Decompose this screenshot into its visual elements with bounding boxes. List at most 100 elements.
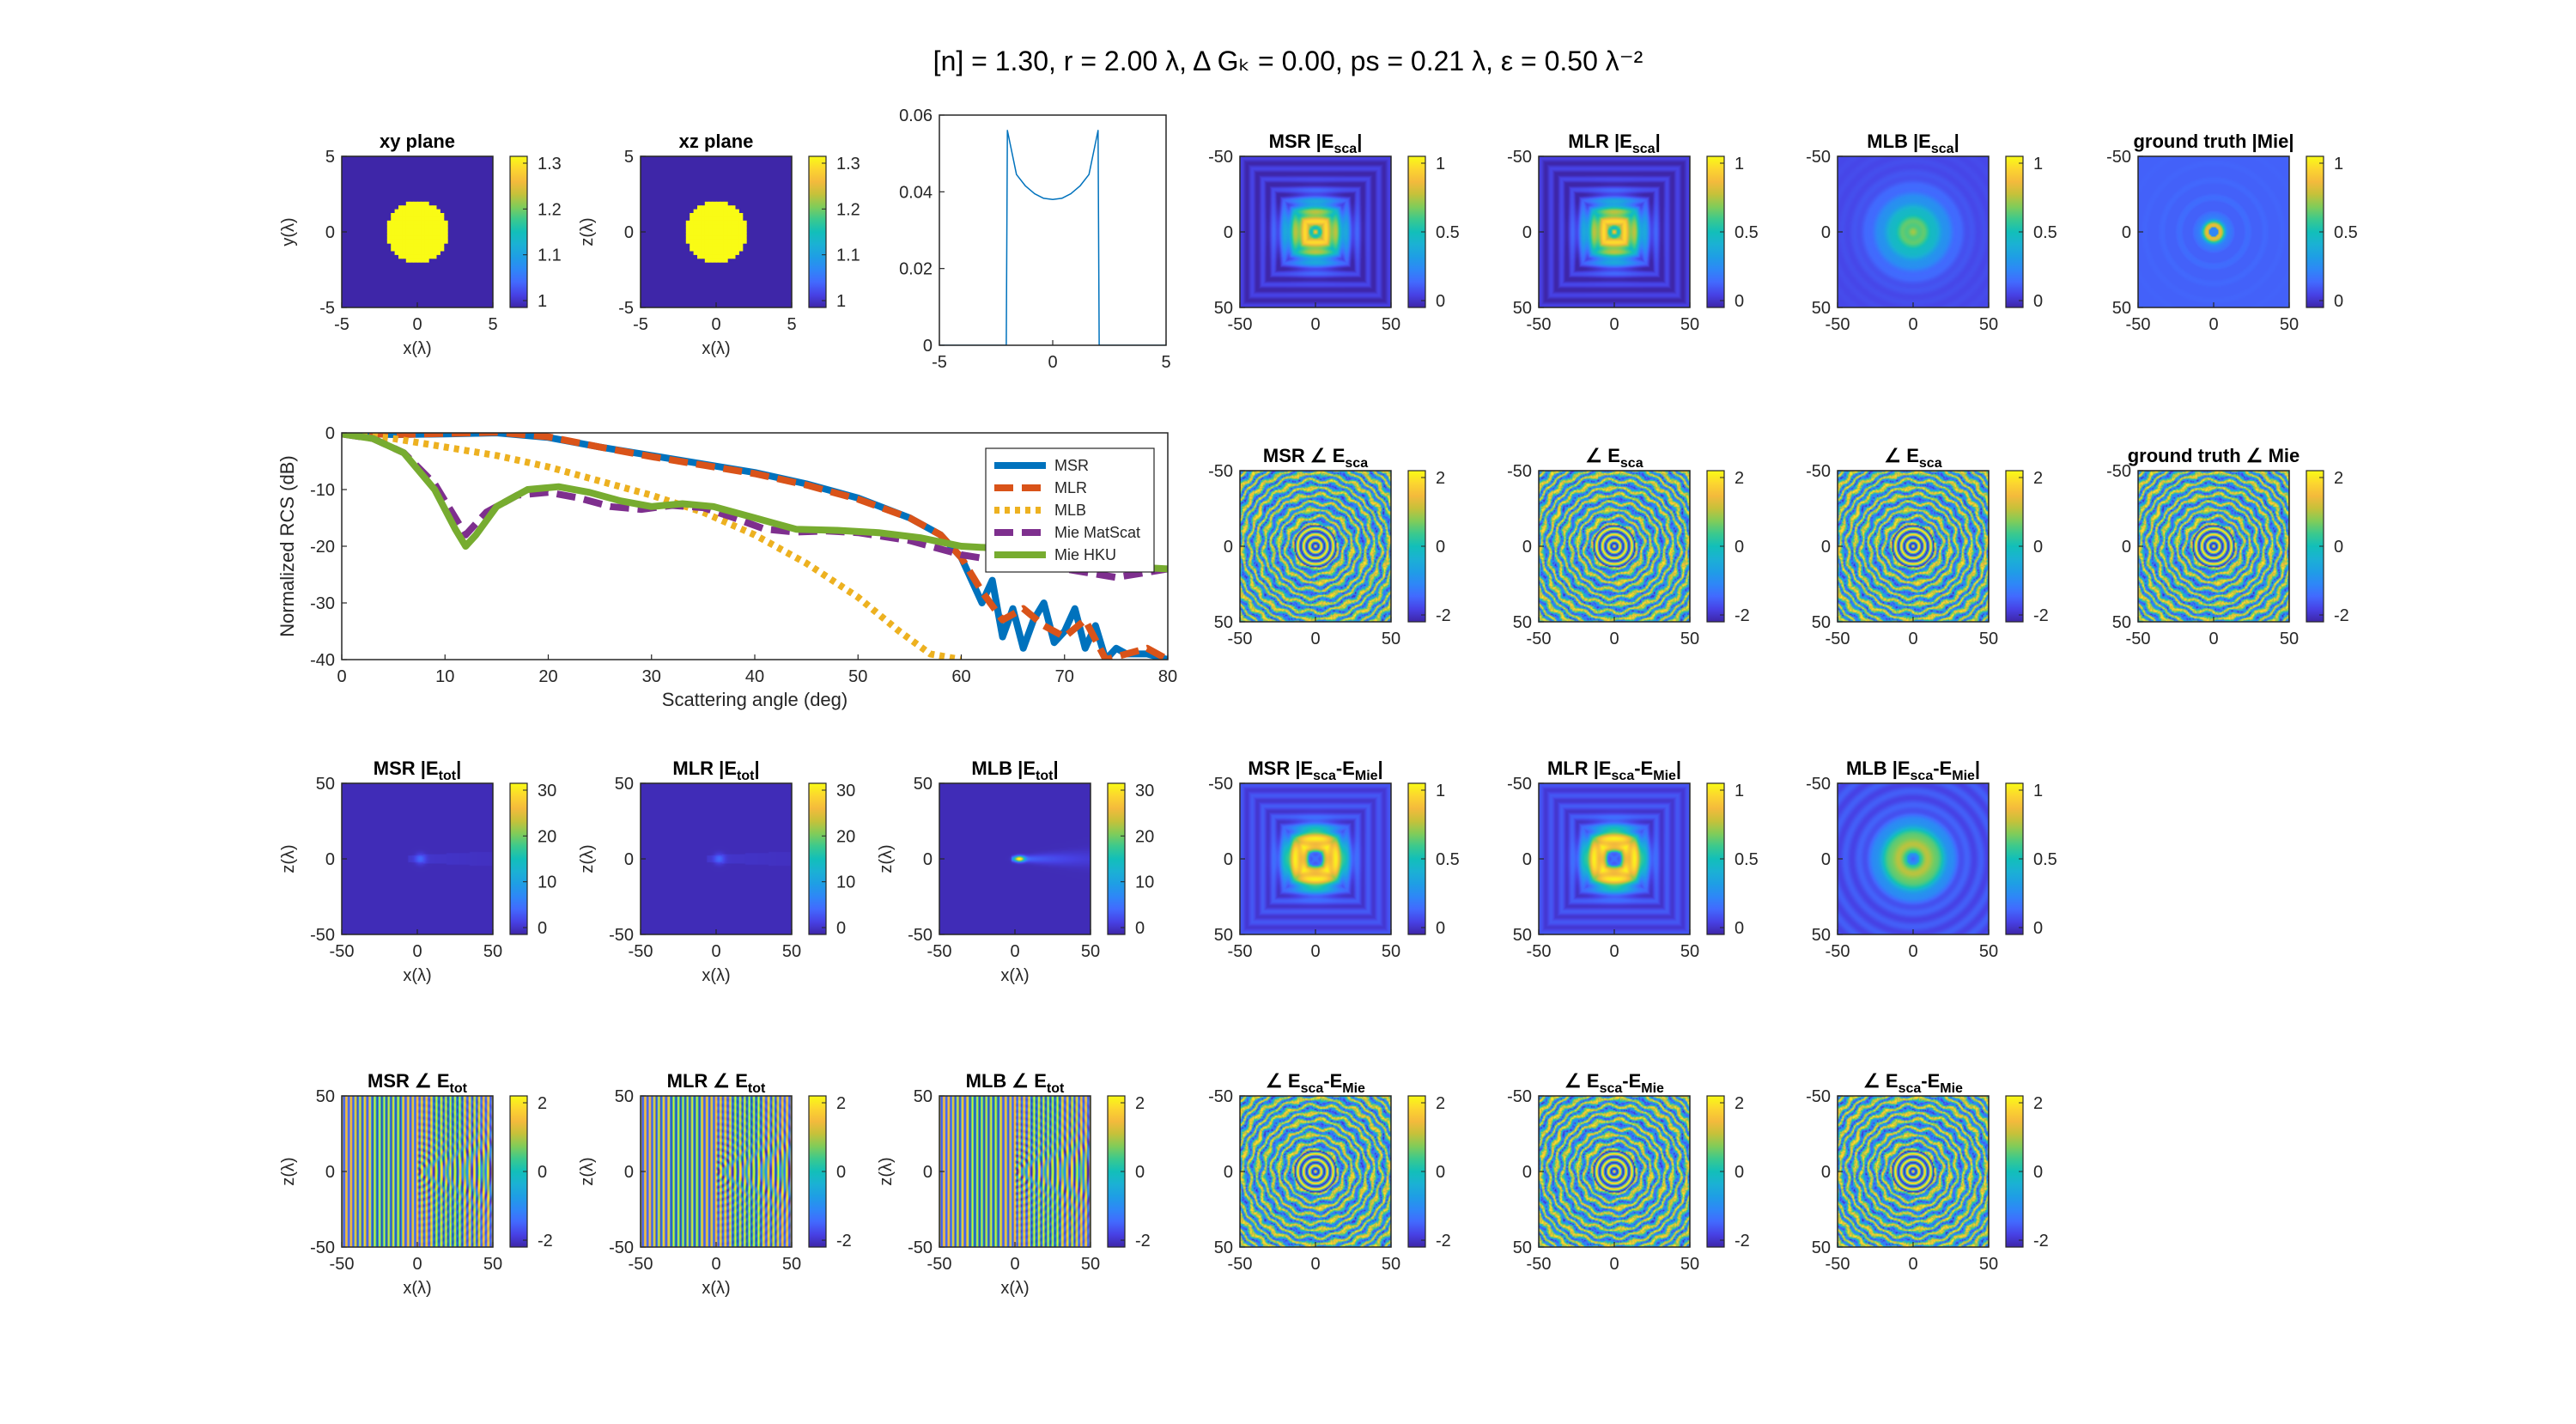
msr-diff-mag-heatmap-image bbox=[1240, 783, 1391, 934]
mlb-diff-mag-heatmap-image bbox=[1838, 783, 1989, 934]
colorbar-tick-label: 0 bbox=[2334, 538, 2343, 557]
x-tick-label: 50 bbox=[848, 667, 867, 686]
colorbar-tick-label: 0 bbox=[1735, 292, 1744, 311]
gt-mie-phase-heatmap-image bbox=[2138, 471, 2289, 622]
colorbar-tick-label: 2 bbox=[1735, 1094, 1744, 1113]
y-tick-label: 50 bbox=[914, 1087, 933, 1106]
y-tick-label: 50 bbox=[2112, 299, 2131, 318]
x-tick-label: 5 bbox=[787, 315, 796, 334]
x-tick-label: -50 bbox=[629, 1255, 653, 1274]
colorbar-tick-label: -2 bbox=[2033, 606, 2049, 625]
x-tick-label: 50 bbox=[1979, 630, 1998, 648]
colorbar-tick-label: 0 bbox=[2033, 292, 2043, 311]
mlb-diff-phase-title: ∠ Esca​-EMie​ bbox=[1863, 1070, 1963, 1096]
colorbar-tick-label: 1 bbox=[2033, 782, 2043, 800]
xy-plane-colorbar bbox=[509, 155, 528, 308]
mlb-etot-heatmap-image bbox=[939, 783, 1091, 934]
y-tick-label: 5 bbox=[624, 148, 634, 167]
profile-panel: -5 0 50.060.040.020 bbox=[899, 106, 1171, 372]
colorbar-tick-label: -2 bbox=[2334, 606, 2349, 625]
colorbar-tick-label: 0 bbox=[2033, 919, 2043, 938]
colorbar-tick-label: 2 bbox=[1436, 469, 1445, 488]
colorbar-tick-label: 0 bbox=[1735, 919, 1744, 938]
colorbar-tick-label: -2 bbox=[538, 1232, 553, 1251]
colorbar-tick-label: 0 bbox=[1436, 292, 1445, 311]
x-tick-label: 0 bbox=[1609, 942, 1619, 961]
y-tick-label: 0 bbox=[325, 850, 335, 869]
y-tick-label: -50 bbox=[1208, 148, 1233, 167]
y-tick-label: 0 bbox=[1224, 1163, 1233, 1182]
mlr-etot-phase-panel: -50 0 50 50 0 -50 MLR ∠ Etot​ x(λ) z(λ) 2 0 -2 bbox=[578, 1070, 852, 1298]
y-tick-label: -50 bbox=[310, 1238, 335, 1257]
x-tick-label: 0 bbox=[412, 942, 422, 961]
gt-mie-mag-heatmap-image bbox=[2138, 156, 2289, 307]
mlb-etot-title: MLB |Etot​| bbox=[971, 758, 1058, 783]
x-tick-label: 50 bbox=[1382, 942, 1400, 961]
y-tick-label: -50 bbox=[2106, 462, 2131, 481]
y-tick-label: 0 bbox=[624, 223, 634, 242]
y-tick-label: -50 bbox=[1507, 148, 1532, 167]
y-tick-label: 0 bbox=[1821, 850, 1831, 869]
x-tick-label: 50 bbox=[1979, 942, 1998, 961]
colorbar-tick-label: 1 bbox=[1436, 782, 1445, 800]
y-tick-label: -5 bbox=[618, 299, 634, 318]
x-tick-label: 0 bbox=[1908, 942, 1917, 961]
colorbar-tick-label: 0.5 bbox=[2033, 223, 2057, 242]
colorbar-tick-label: 2 bbox=[1735, 469, 1744, 488]
x-tick-label: -5 bbox=[932, 353, 947, 372]
mlr-etot-panel: -50 0 50 50 0 -50 MLR |Etot​| x(λ) z(λ) 30 20 10 0 bbox=[578, 758, 855, 985]
y-tick-label: 0 bbox=[325, 223, 335, 242]
colorbar-tick-label: -2 bbox=[1735, 606, 1750, 625]
mlr-esca-phase-heatmap-image bbox=[1539, 471, 1690, 622]
y-tick-label: -50 bbox=[1507, 775, 1532, 794]
colorbar-tick-label: 0 bbox=[836, 1163, 846, 1182]
x-tick-label: 0 bbox=[412, 1255, 422, 1274]
msr-etot-phase-xlabel: x(λ) bbox=[403, 1279, 431, 1298]
mlb-esca-heatmap-image bbox=[1838, 156, 1989, 307]
y-tick-label: 0 bbox=[923, 850, 933, 869]
x-tick-label: -50 bbox=[1527, 630, 1552, 648]
x-tick-label: 0 bbox=[1310, 315, 1320, 334]
xz-plane-title: xz plane bbox=[679, 131, 754, 152]
colorbar-tick-label: 0.5 bbox=[2033, 850, 2057, 869]
y-tick-label: 0 bbox=[1821, 538, 1831, 557]
msr-etot-phase-title: MSR ∠ Etot​ bbox=[368, 1070, 468, 1096]
colorbar-tick-label: 1 bbox=[1436, 155, 1445, 173]
y-tick-label: -50 bbox=[1208, 775, 1233, 794]
y-tick-label: 50 bbox=[914, 775, 933, 794]
colorbar-tick-label: 1 bbox=[836, 292, 846, 311]
msr-etot-phase-heatmap-image bbox=[342, 1096, 493, 1247]
colorbar-tick-label: -2 bbox=[1135, 1232, 1151, 1251]
y-tick-label: 0 bbox=[923, 1163, 933, 1182]
colorbar-tick-label: 1.1 bbox=[836, 246, 860, 265]
msr-etot-phase-panel: -50 0 50 50 0 -50 MSR ∠ Etot​ x(λ) z(λ) 2 0 -2 bbox=[279, 1070, 553, 1298]
colorbar-tick-label: 0 bbox=[2033, 538, 2043, 557]
msr-esca-heatmap-image bbox=[1240, 156, 1391, 307]
x-tick-label: 0 bbox=[1310, 1255, 1320, 1274]
x-tick-label: -50 bbox=[1228, 315, 1253, 334]
y-tick-label: 0.02 bbox=[899, 260, 933, 279]
msr-etot-title: MSR |Etot​| bbox=[374, 758, 461, 783]
x-tick-label: 30 bbox=[642, 667, 661, 686]
x-tick-label: -50 bbox=[1228, 630, 1253, 648]
xy-plane-xlabel: x(λ) bbox=[403, 339, 431, 358]
mlb-etot-panel: -50 0 50 50 0 -50 MLB |Etot​| x(λ) z(λ) 30 20 10 0 bbox=[877, 758, 1154, 985]
colorbar-tick-label: 20 bbox=[836, 827, 855, 846]
colorbar-tick-label: 1 bbox=[2334, 155, 2343, 173]
mlr-etot-phase-heatmap-image bbox=[641, 1096, 792, 1247]
x-tick-label: 0 bbox=[1609, 1255, 1619, 1274]
msr-etot-ylabel: z(λ) bbox=[279, 844, 298, 873]
x-tick-label: -50 bbox=[1228, 942, 1253, 961]
x-tick-label: 50 bbox=[1680, 315, 1699, 334]
x-tick-label: -50 bbox=[1826, 630, 1850, 648]
x-tick-label: 0 bbox=[1310, 942, 1320, 961]
x-tick-label: 40 bbox=[745, 667, 764, 686]
mlb-etot-phase-xlabel: x(λ) bbox=[1000, 1279, 1029, 1298]
x-tick-label: -50 bbox=[1826, 942, 1850, 961]
